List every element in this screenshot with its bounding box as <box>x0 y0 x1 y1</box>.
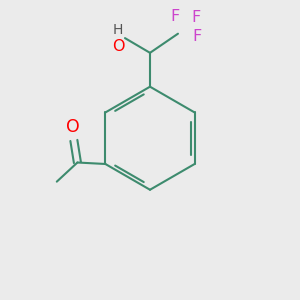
Text: O: O <box>112 39 125 54</box>
Text: O: O <box>65 118 79 136</box>
Text: F: F <box>193 29 202 44</box>
Text: F: F <box>191 10 200 25</box>
Text: F: F <box>170 9 180 24</box>
Text: H: H <box>113 23 124 37</box>
